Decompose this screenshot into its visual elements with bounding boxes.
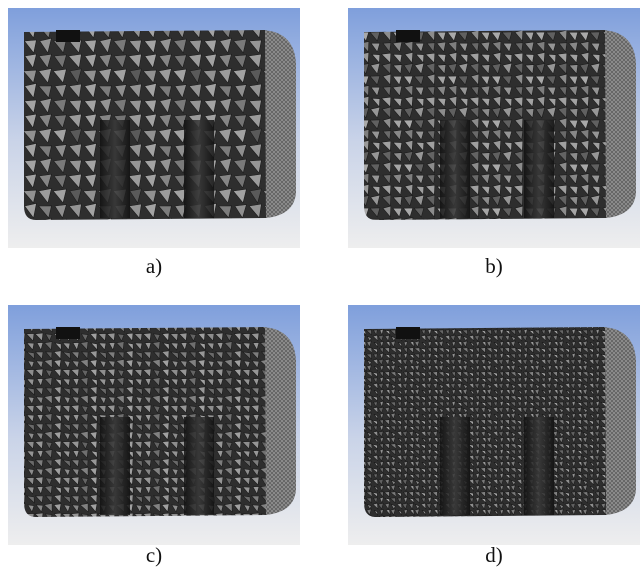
mesh-image <box>348 305 640 545</box>
figure: a) b) c) <box>0 0 644 585</box>
mesh-end <box>263 327 296 515</box>
mesh-image <box>8 305 300 545</box>
mesh-body <box>364 30 606 220</box>
mesh-end <box>603 327 636 515</box>
mesh-body <box>24 30 266 220</box>
panel-label: c) <box>8 543 300 568</box>
mesh-image <box>348 8 640 248</box>
mesh-slot <box>524 417 554 515</box>
mesh-image <box>8 8 300 248</box>
mesh-notch <box>396 327 420 339</box>
mesh-body <box>24 327 266 517</box>
mesh-slot <box>184 417 214 515</box>
mesh-slot <box>100 120 130 218</box>
panel-label: b) <box>348 254 640 279</box>
mesh-slot <box>184 120 214 218</box>
mesh-slot <box>100 417 130 515</box>
mesh-notch <box>396 30 420 42</box>
mesh-slot <box>524 120 554 218</box>
mesh-end <box>263 30 296 218</box>
mesh-slot <box>440 120 470 218</box>
mesh-slot <box>440 417 470 515</box>
mesh-body <box>364 327 606 517</box>
mesh-notch <box>56 30 80 42</box>
mesh-notch <box>56 327 80 339</box>
panel-label: a) <box>8 254 300 279</box>
mesh-end <box>603 30 636 218</box>
panel-label: d) <box>348 543 640 568</box>
